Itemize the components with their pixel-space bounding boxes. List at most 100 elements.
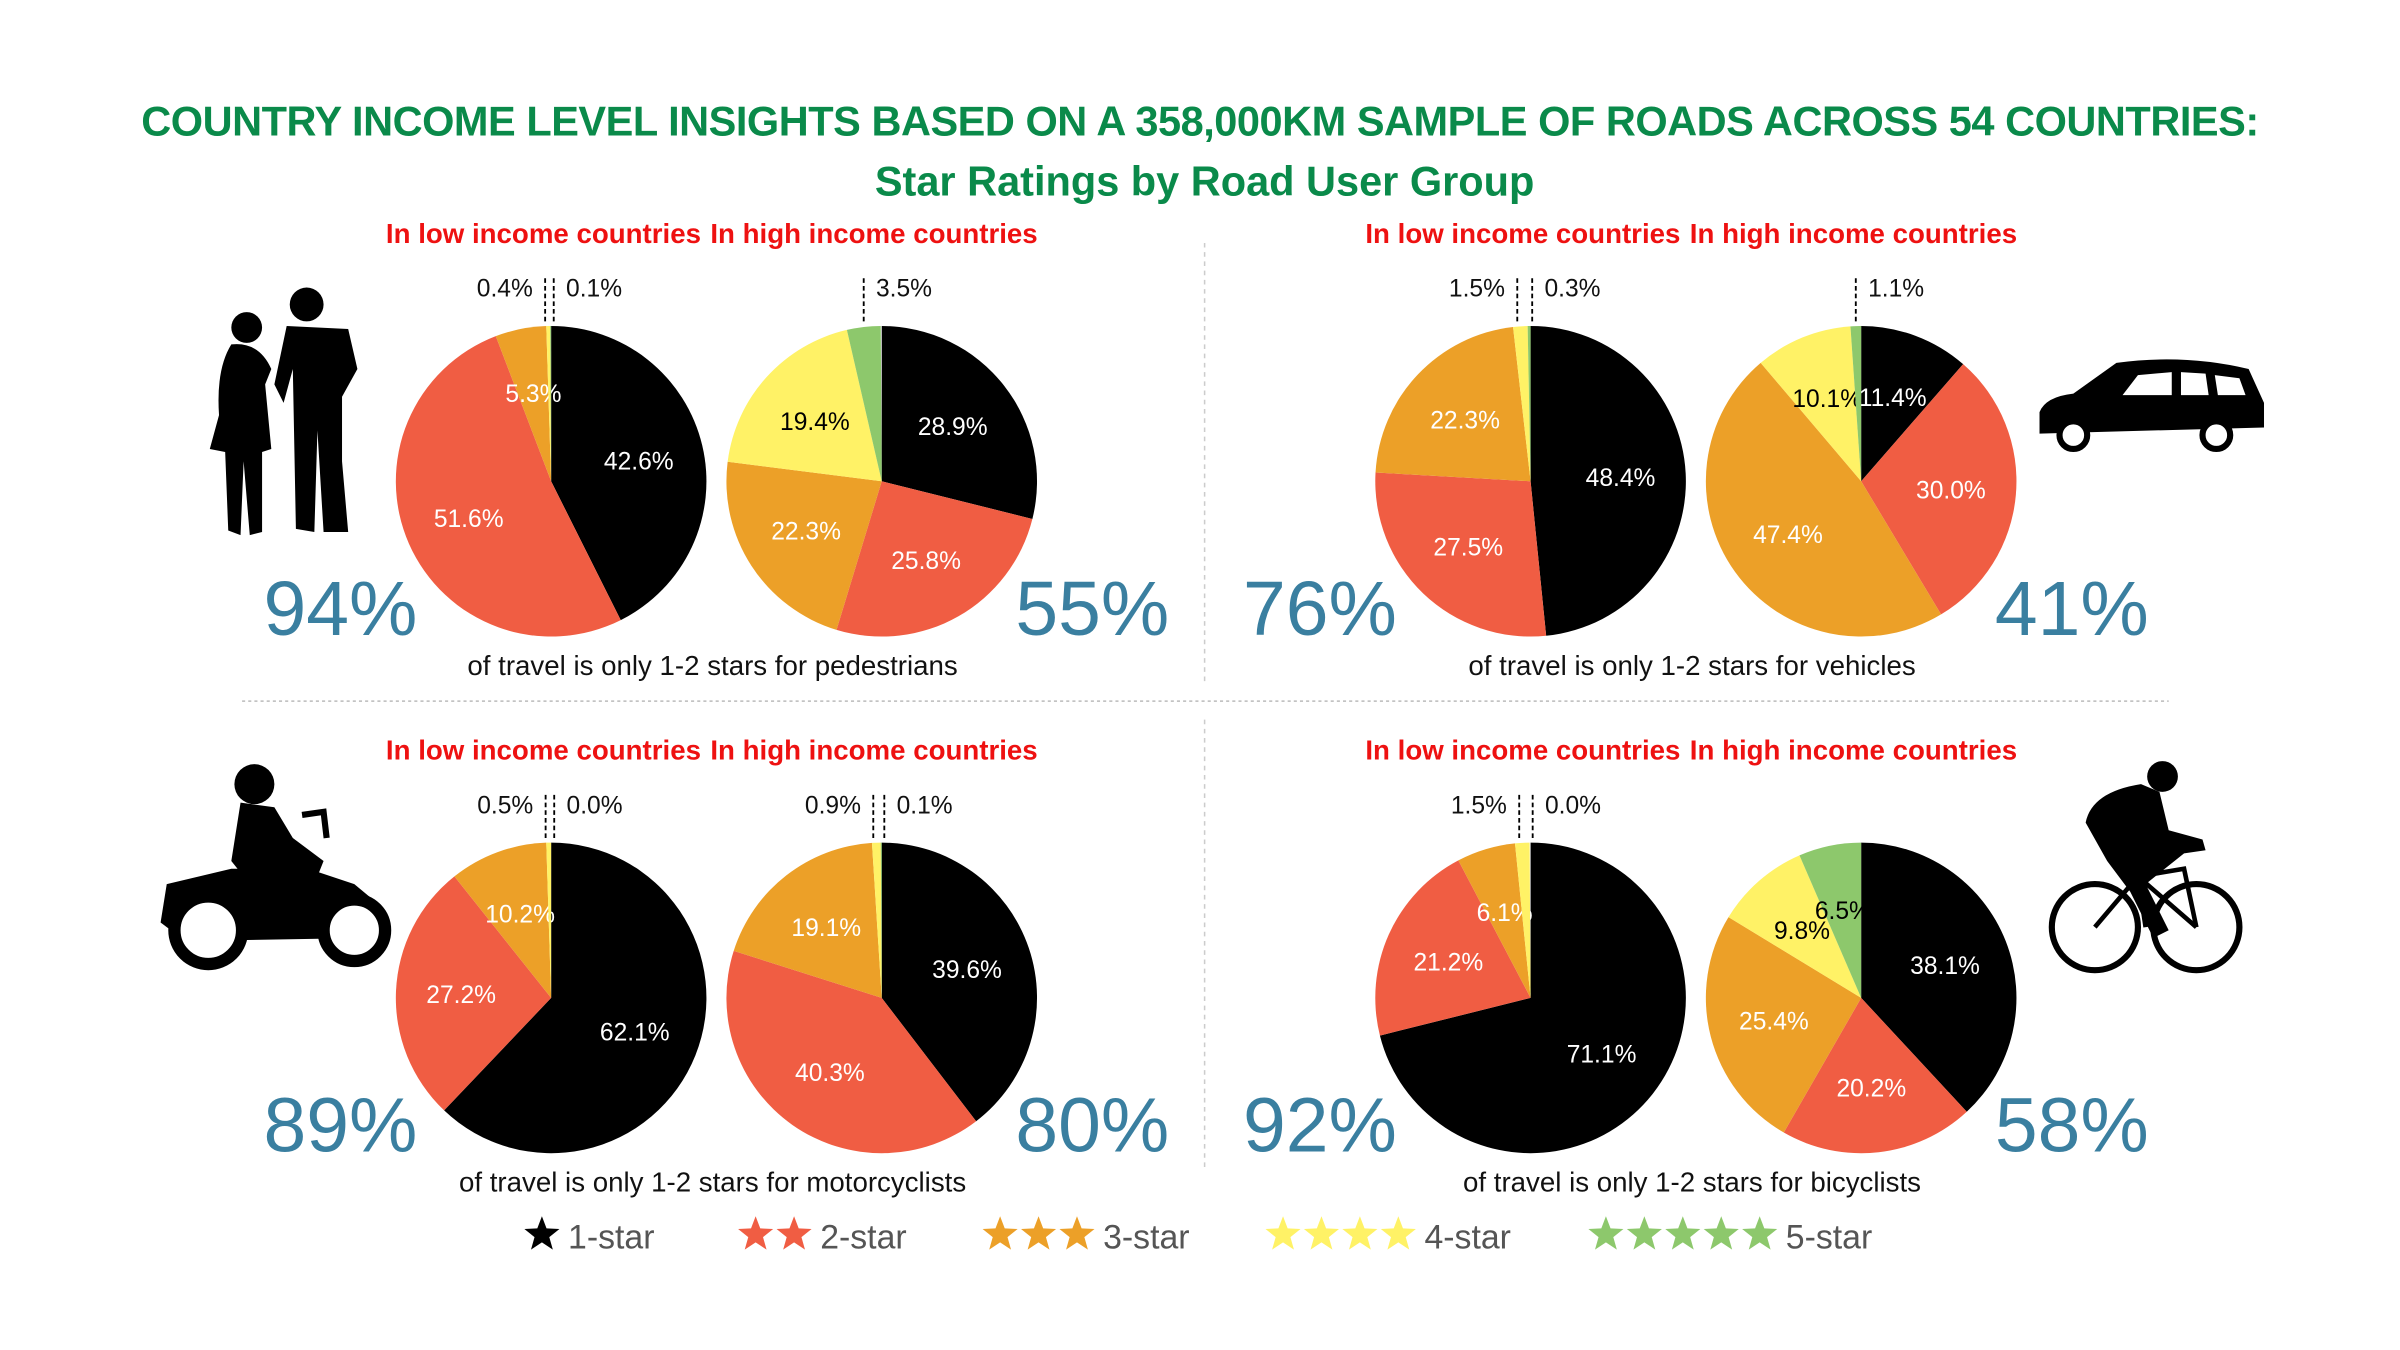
pie-slice-5-star	[1850, 325, 1862, 482]
pie-slice-4-star	[546, 842, 552, 998]
headline-percent: 58%	[1995, 1083, 2149, 1169]
pie-slice-3-star	[454, 842, 552, 998]
pie-pedestrians-high: 28.9% 25.8% 22.3% 19.4% 3.5% 55%	[726, 276, 1169, 652]
pie-slice-5-star	[1527, 325, 1531, 482]
legend-item-5-star: 5-star	[1588, 1216, 1872, 1257]
pie-slice-4-star	[1514, 842, 1531, 998]
data-label-3-star: 19.1%	[791, 915, 861, 942]
legend-label: 5-star	[1786, 1219, 1872, 1257]
pie-motorcyclists-low: 62.1% 27.2% 10.2% 0.5% 0.0% 89%	[264, 792, 707, 1169]
data-label-2-star: 25.8%	[891, 548, 961, 575]
chart-subtitle: Star Ratings by Road User Group	[875, 157, 1535, 204]
callout-label-5-star: 0.0%	[567, 792, 623, 819]
caption: of travel is only 1-2 stars for motorcyc…	[459, 1167, 966, 1198]
pie-slice-1-star	[1861, 842, 2017, 1112]
legend-label: 3-star	[1103, 1219, 1189, 1257]
high-income-header: In high income countries	[1690, 218, 2017, 249]
pie-slice-1-star	[1530, 325, 1686, 636]
callout-label-4-star: 1.5%	[1451, 792, 1507, 819]
panel-pedestrians: In low income countries In high income co…	[264, 218, 1170, 681]
pie-slice-3-star	[1375, 326, 1531, 482]
motorcycle-icon	[160, 764, 392, 971]
data-label-1-star: 42.6%	[604, 449, 674, 476]
star-icon	[1303, 1216, 1339, 1250]
headline-percent: 89%	[264, 1083, 418, 1169]
data-label-4-star: 19.4%	[780, 409, 850, 436]
pie-slice-1-star	[1379, 842, 1686, 1154]
pie-slice-3-star	[1705, 362, 1942, 637]
star-icon	[738, 1216, 774, 1250]
headline-percent: 76%	[1243, 566, 1397, 652]
pie-slice-3-star	[1458, 843, 1531, 998]
pie-slice-4-star	[546, 325, 552, 482]
star-icon	[1703, 1216, 1739, 1250]
headline-percent: 55%	[1015, 566, 1169, 652]
pie-slice-2-star	[1783, 997, 1967, 1154]
legend-label: 2-star	[820, 1219, 906, 1257]
star-icon	[1380, 1216, 1416, 1250]
pie-slice-2-star	[1375, 860, 1531, 1036]
pie-pedestrians-low: 42.6% 51.6% 5.3% 0.4% 0.1% 94%	[264, 276, 707, 652]
star-icon	[1626, 1216, 1662, 1250]
data-label-1-star: 48.4%	[1586, 465, 1656, 492]
pie-slice-3-star	[1705, 917, 1862, 1133]
panel-motorcyclists: In low income countries In high income co…	[264, 735, 1170, 1198]
callout-label-5-star: 0.1%	[897, 792, 953, 819]
caption: of travel is only 1-2 stars for bicyclis…	[1463, 1167, 1921, 1198]
caption: of travel is only 1-2 stars for pedestri…	[467, 650, 957, 681]
car-icon	[2039, 359, 2265, 453]
legend-item-4-star: 4-star	[1265, 1216, 1511, 1257]
low-income-header: In low income countries	[386, 218, 701, 249]
data-label-2-star: 21.2%	[1414, 949, 1484, 976]
data-label-3-star: 5.3%	[505, 381, 561, 408]
pie-bicyclists-high: 38.1% 20.2% 25.4% 9.8%6.5% 58%	[1705, 842, 2149, 1169]
headline-percent: 94%	[264, 566, 418, 652]
pie-slice-2-star	[395, 876, 552, 1111]
data-label-2-star: 40.3%	[795, 1060, 865, 1087]
callout-label-5-star: 0.3%	[1544, 276, 1600, 303]
data-label-1-star: 71.1%	[1567, 1042, 1637, 1069]
data-label-3-star: 47.4%	[1753, 522, 1823, 549]
headline-percent: 41%	[1995, 566, 2149, 652]
data-label-1-star: 28.9%	[918, 414, 988, 441]
star-icon	[1665, 1216, 1701, 1250]
legend-label: 1-star	[568, 1219, 654, 1257]
high-income-header: In high income countries	[710, 218, 1037, 249]
low-income-header: In low income countries	[1365, 218, 1680, 249]
data-label-2-star: 51.6%	[434, 506, 504, 533]
star-icon	[776, 1216, 812, 1250]
pie-slice-5-star	[846, 325, 882, 482]
data-label-1-star: 11.4%	[1859, 385, 1927, 412]
panel-bicyclists: In low income countries In high income co…	[1243, 735, 2149, 1198]
callout-label-4-star: 0.4%	[477, 276, 533, 303]
pie-slice-2-star	[726, 950, 977, 1154]
pie-slice-2-star	[1861, 364, 2017, 615]
data-label-2-star: 20.2%	[1836, 1076, 1906, 1103]
low-income-header: In low income countries	[1365, 735, 1680, 766]
pie-slice-4-star	[1513, 325, 1531, 482]
data-label-1-star: 39.6%	[932, 957, 1002, 984]
panel-vehicles: In low income countries In high income co…	[1243, 218, 2149, 681]
callout-label-5-star: 0.1%	[566, 276, 622, 303]
legend-item-3-star: 3-star	[982, 1216, 1190, 1257]
pie-slice-1-star	[551, 325, 707, 621]
high-income-header: In high income countries	[710, 735, 1037, 766]
star-icon	[1021, 1216, 1057, 1250]
pie-slice-4-star	[727, 329, 882, 482]
callout-label-4-star: 1.5%	[1449, 276, 1505, 303]
data-label-4-star: 10.1%	[1792, 386, 1862, 413]
star-icon	[1742, 1216, 1778, 1250]
pie-slice-4-star	[1760, 326, 1862, 482]
star-icon	[1265, 1216, 1301, 1250]
data-label-3-star: 22.3%	[771, 518, 841, 545]
star-icon	[982, 1216, 1018, 1250]
pie-slice-2-star	[836, 481, 1033, 637]
pedestrians-icon	[209, 287, 358, 536]
data-label-4-star: 9.8%	[1774, 918, 1830, 945]
callout-label-5-star: 1.1%	[1868, 276, 1924, 303]
data-label-3-star: 10.2%	[485, 902, 555, 929]
headline-percent: 80%	[1015, 1083, 1169, 1169]
legend-item-2-star: 2-star	[738, 1216, 907, 1257]
pie-motorcyclists-high: 39.6% 40.3% 19.1% 0.9% 0.1% 80%	[726, 792, 1169, 1169]
